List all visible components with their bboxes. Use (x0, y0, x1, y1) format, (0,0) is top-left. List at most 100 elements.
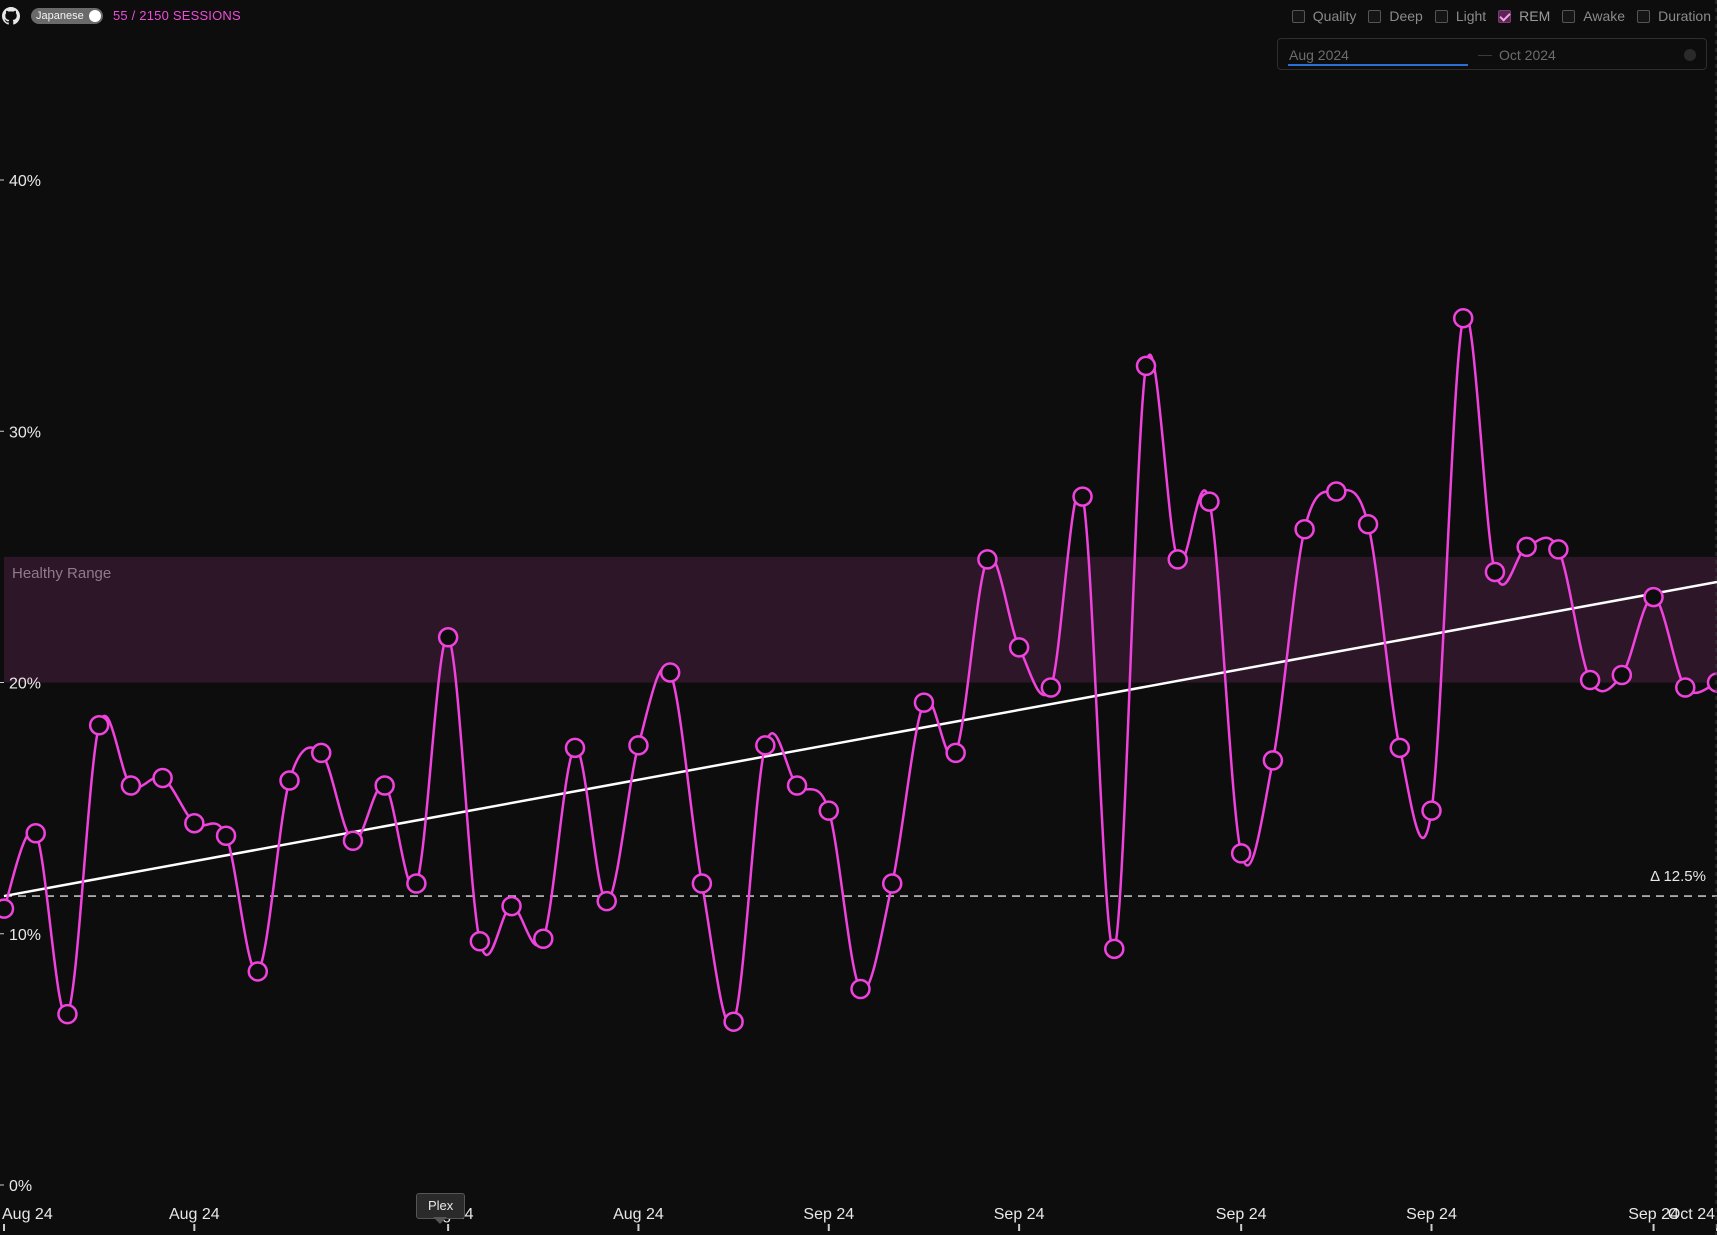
x-tick-label: Sep 24 (1628, 1206, 1679, 1223)
data-point[interactable] (1579, 669, 1601, 691)
data-point[interactable] (1262, 750, 1284, 771)
data-point[interactable] (881, 873, 903, 894)
date-range-end[interactable]: Oct 2024 (1499, 47, 1556, 63)
x-tick-label: Sep 24 (1406, 1206, 1457, 1223)
data-point[interactable] (1516, 536, 1537, 558)
data-point[interactable] (1706, 672, 1717, 693)
date-range-picker[interactable]: Aug 2024 Oct 2024 (1277, 38, 1707, 70)
data-point[interactable] (469, 931, 491, 952)
data-point[interactable] (723, 1011, 744, 1032)
rem-series-points (0, 307, 1717, 1032)
data-point[interactable] (786, 775, 808, 796)
data-point[interactable] (1452, 307, 1474, 329)
data-point[interactable] (691, 873, 713, 894)
data-point[interactable] (88, 714, 110, 736)
baseline-label: Δ 12.5% (1650, 868, 1706, 885)
data-point[interactable] (533, 928, 554, 950)
date-range-start[interactable]: Aug 2024 (1289, 47, 1349, 63)
toggle-knob (89, 10, 101, 22)
data-point[interactable] (310, 742, 332, 764)
metric-toggle-label: Duration (1658, 8, 1711, 24)
data-point[interactable] (1326, 481, 1347, 502)
data-point[interactable] (1135, 355, 1157, 377)
tooltip-arrow (433, 1217, 447, 1224)
data-point[interactable] (1230, 843, 1252, 864)
data-point[interactable] (945, 742, 966, 764)
checkbox[interactable] (1562, 9, 1576, 23)
y-tick-label: 10% (9, 927, 41, 944)
data-point[interactable] (1199, 491, 1220, 512)
data-point[interactable] (1072, 486, 1093, 507)
data-point[interactable] (1294, 518, 1315, 540)
data-point[interactable] (659, 662, 681, 683)
x-tick-label: Sep 24 (1216, 1206, 1267, 1223)
checkbox[interactable] (1291, 9, 1305, 23)
data-point[interactable] (977, 549, 998, 570)
tooltip-label: Plex (428, 1198, 454, 1213)
metric-toggle-rem[interactable]: REM (1498, 8, 1550, 24)
metric-toggle-awake[interactable]: Awake (1562, 8, 1625, 24)
language-toggle[interactable]: Japanese (31, 8, 103, 24)
metric-toggle-light[interactable]: Light (1434, 8, 1486, 24)
metric-toggle-quality[interactable]: Quality (1291, 8, 1356, 24)
data-point[interactable] (406, 873, 427, 894)
data-point[interactable] (152, 767, 173, 789)
data-point[interactable] (755, 735, 776, 756)
date-range-focus-indicator (1288, 64, 1468, 66)
data-point[interactable] (120, 775, 142, 796)
data-point[interactable] (1357, 513, 1379, 535)
data-point[interactable] (564, 737, 586, 759)
data-point[interactable] (437, 627, 459, 648)
x-tick-label: Aug 24 (613, 1206, 664, 1223)
clear-icon[interactable] (1684, 49, 1696, 61)
data-point[interactable] (279, 770, 300, 791)
sessions-count: 55 / 2150 SESSIONS (113, 8, 241, 23)
data-point[interactable] (1643, 586, 1664, 608)
data-point[interactable] (1421, 800, 1442, 821)
data-point[interactable] (1389, 737, 1411, 759)
data-point[interactable] (913, 692, 935, 713)
data-point[interactable] (1675, 677, 1696, 698)
metric-toggle-label: Deep (1389, 8, 1423, 24)
checkbox[interactable] (1637, 9, 1651, 23)
metric-toggle-deep[interactable]: Deep (1368, 8, 1423, 24)
hover-tooltip: Plex (416, 1193, 466, 1219)
metric-toggle-duration[interactable]: Duration (1637, 8, 1711, 24)
checkbox[interactable] (1368, 9, 1382, 23)
data-point[interactable] (1040, 677, 1062, 698)
y-axis: 0% 10% 20% 30% 40% (0, 173, 41, 1195)
data-point[interactable] (184, 812, 205, 834)
data-point[interactable] (25, 823, 46, 844)
x-tick-label: Aug 24 (2, 1206, 53, 1223)
data-point[interactable] (374, 775, 395, 796)
data-point[interactable] (501, 895, 522, 917)
checkbox[interactable] (1498, 9, 1512, 23)
github-icon[interactable] (2, 7, 20, 25)
top-bar: Japanese 55 / 2150 SESSIONS (0, 0, 600, 32)
data-point[interactable] (1104, 938, 1125, 960)
data-point[interactable] (247, 961, 269, 982)
data-point[interactable] (342, 830, 364, 852)
checkbox[interactable] (1434, 9, 1448, 23)
data-point[interactable] (1611, 664, 1633, 686)
metric-toggle-label: Awake (1583, 8, 1626, 24)
y-tick-label: 40% (9, 173, 41, 190)
data-point[interactable] (0, 898, 15, 919)
healthy-range-label: Healthy Range (12, 565, 111, 582)
data-point[interactable] (596, 890, 617, 912)
data-point[interactable] (1548, 539, 1569, 560)
data-point[interactable] (850, 978, 871, 1000)
x-tick-label: Sep 24 (803, 1206, 854, 1223)
data-point[interactable] (215, 825, 237, 847)
y-tick-label: 20% (9, 676, 41, 693)
y-tick-label: 0% (9, 1178, 32, 1195)
y-tick-label: 30% (9, 424, 41, 441)
data-point[interactable] (1167, 549, 1188, 570)
data-point[interactable] (818, 800, 840, 821)
trend-line (3, 580, 1717, 898)
data-point[interactable] (1484, 561, 1506, 583)
data-point[interactable] (628, 735, 649, 756)
data-point[interactable] (57, 1003, 78, 1025)
data-point[interactable] (1008, 637, 1030, 658)
